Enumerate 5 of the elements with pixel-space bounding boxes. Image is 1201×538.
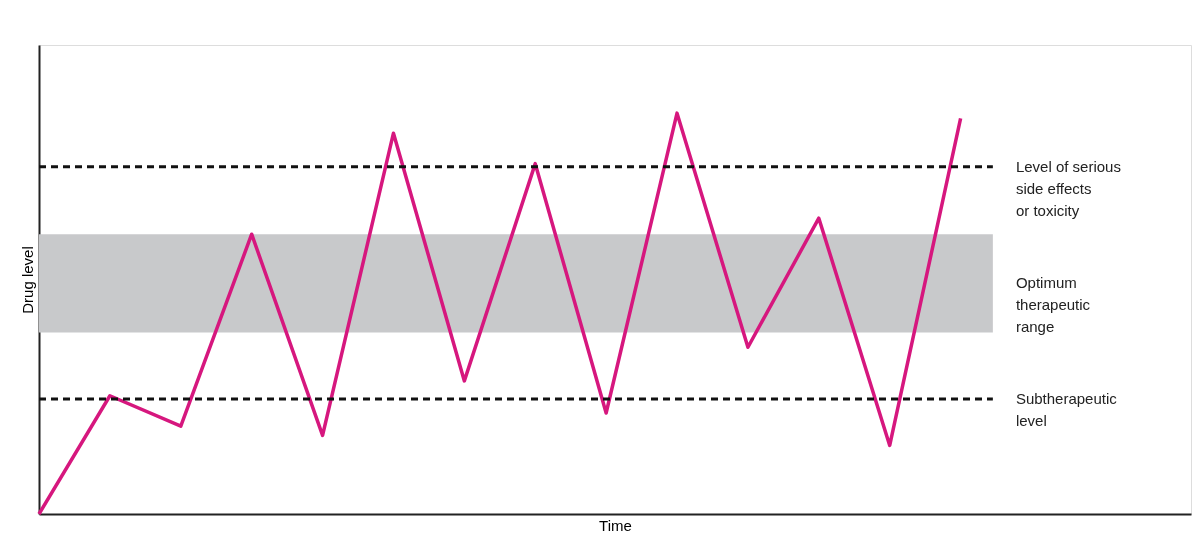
y-axis-title: Drug level — [18, 246, 36, 314]
ref-line-label: Level of serious side effects or toxicity — [1015, 157, 1121, 219]
x-axis-title: Time — [599, 516, 632, 534]
band-label: Optimum therapeutic range — [1015, 274, 1091, 336]
ref-line-label: Subtherapeutic level — [1015, 389, 1118, 429]
